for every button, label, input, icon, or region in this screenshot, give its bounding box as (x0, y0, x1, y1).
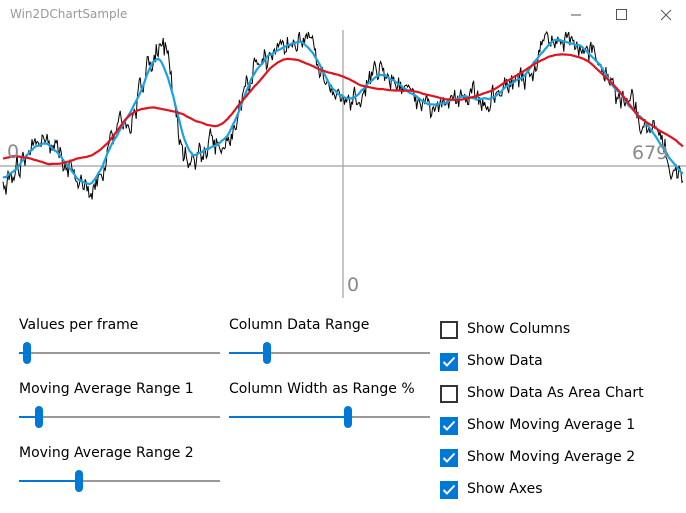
moving-average-range-2-slider[interactable] (19, 468, 220, 494)
close-icon (660, 9, 672, 21)
slider-thumb[interactable] (344, 406, 352, 428)
slider-thumb[interactable] (23, 342, 31, 364)
checkmark-icon (442, 452, 456, 463)
checkmark-icon (442, 420, 456, 431)
show-moving-average-2-label[interactable]: Show Moving Average 2 (467, 449, 636, 465)
slider-fill (19, 416, 39, 418)
window-title: Win2DChartSample (10, 7, 128, 21)
column-width-range-slider[interactable] (229, 404, 430, 430)
title-bar: Win2DChartSample (0, 0, 686, 30)
moving-average-range-2-label: Moving Average Range 2 (19, 445, 194, 461)
slider-thumb[interactable] (263, 342, 271, 364)
checkbox-box[interactable] (440, 417, 458, 435)
values-per-frame-slider[interactable] (19, 340, 220, 366)
maximize-icon (616, 9, 627, 20)
show-axes-label[interactable]: Show Axes (467, 481, 543, 497)
slider-thumb[interactable] (35, 406, 43, 428)
close-button[interactable] (643, 0, 686, 30)
slider-track (19, 416, 220, 418)
show-data-label[interactable]: Show Data (467, 353, 543, 369)
moving-average-2-line (2, 53, 684, 166)
show-moving-average-1-label[interactable]: Show Moving Average 1 (467, 417, 636, 433)
x-axis-end-label: 679 (632, 142, 668, 164)
slider-fill (229, 416, 348, 418)
minimize-icon (571, 14, 581, 16)
column-data-range-label: Column Data Range (229, 317, 370, 333)
show-area-chart-label[interactable]: Show Data As Area Chart (467, 385, 644, 401)
column-width-range-label: Column Width as Range % (229, 381, 415, 397)
checkmark-icon (442, 356, 456, 367)
minimize-button[interactable] (553, 0, 599, 30)
values-per-frame-label: Values per frame (19, 317, 139, 333)
slider-thumb[interactable] (75, 470, 83, 492)
checkbox-box[interactable] (440, 321, 458, 339)
checkbox-box[interactable] (440, 481, 458, 499)
checkbox-box[interactable] (440, 353, 458, 371)
checkbox-box[interactable] (440, 385, 458, 403)
slider-track (19, 480, 220, 482)
checkbox-box[interactable] (440, 449, 458, 467)
moving-average-1-line (2, 38, 684, 186)
x-axis-start-label: 0 (7, 141, 19, 163)
column-data-range-slider[interactable] (229, 340, 430, 366)
show-columns-label[interactable]: Show Columns (467, 321, 571, 337)
checkmark-icon (442, 484, 456, 495)
chart-canvas: 0 679 0 (0, 30, 686, 298)
moving-average-range-1-label: Moving Average Range 1 (19, 381, 194, 397)
moving-average-range-1-slider[interactable] (19, 404, 220, 430)
slider-fill (19, 480, 79, 482)
maximize-button[interactable] (599, 0, 645, 30)
y-axis-zero-label: 0 (347, 274, 359, 296)
slider-fill (229, 352, 267, 354)
slider-track (19, 352, 220, 354)
slider-track (229, 352, 430, 354)
